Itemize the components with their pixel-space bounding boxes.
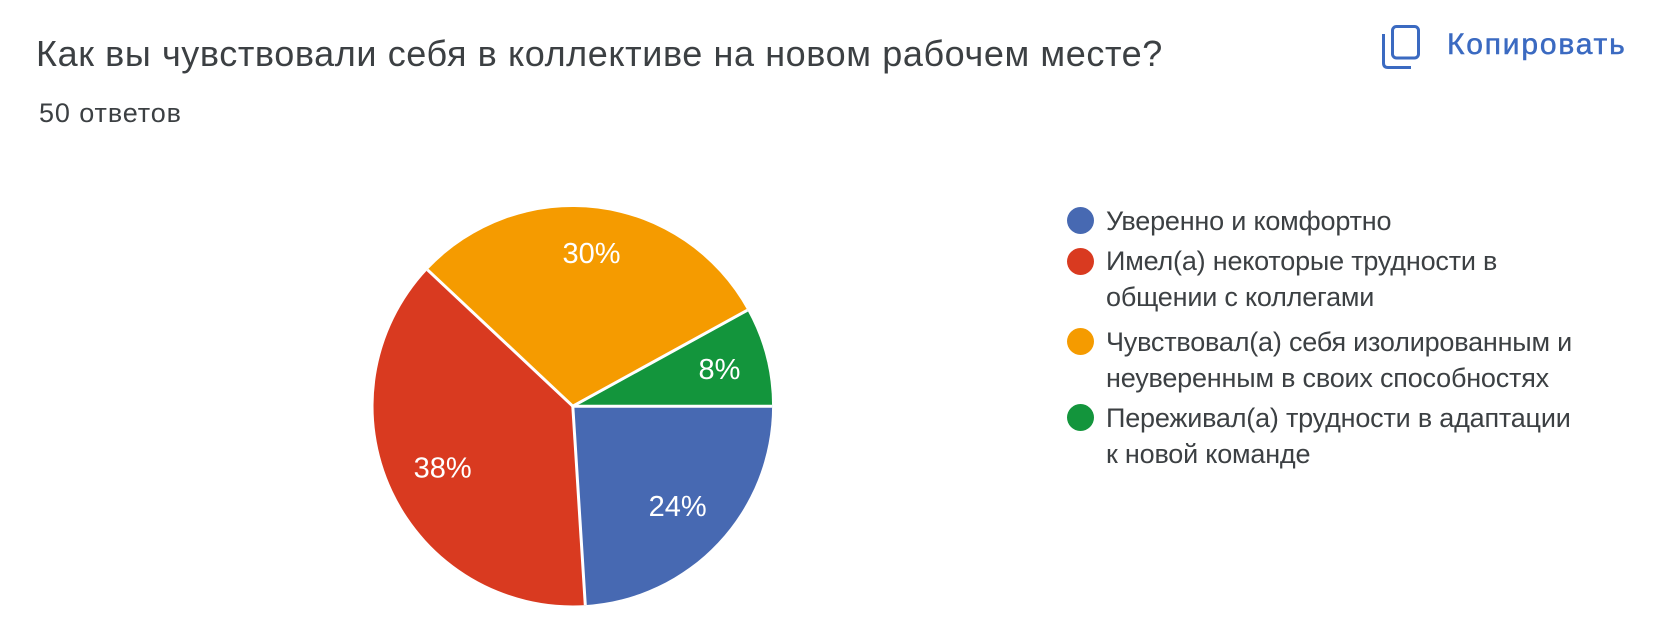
- svg-text:8%: 8%: [698, 354, 740, 386]
- svg-text:38%: 38%: [414, 453, 472, 485]
- svg-text:30%: 30%: [562, 238, 620, 270]
- svg-text:24%: 24%: [649, 491, 707, 523]
